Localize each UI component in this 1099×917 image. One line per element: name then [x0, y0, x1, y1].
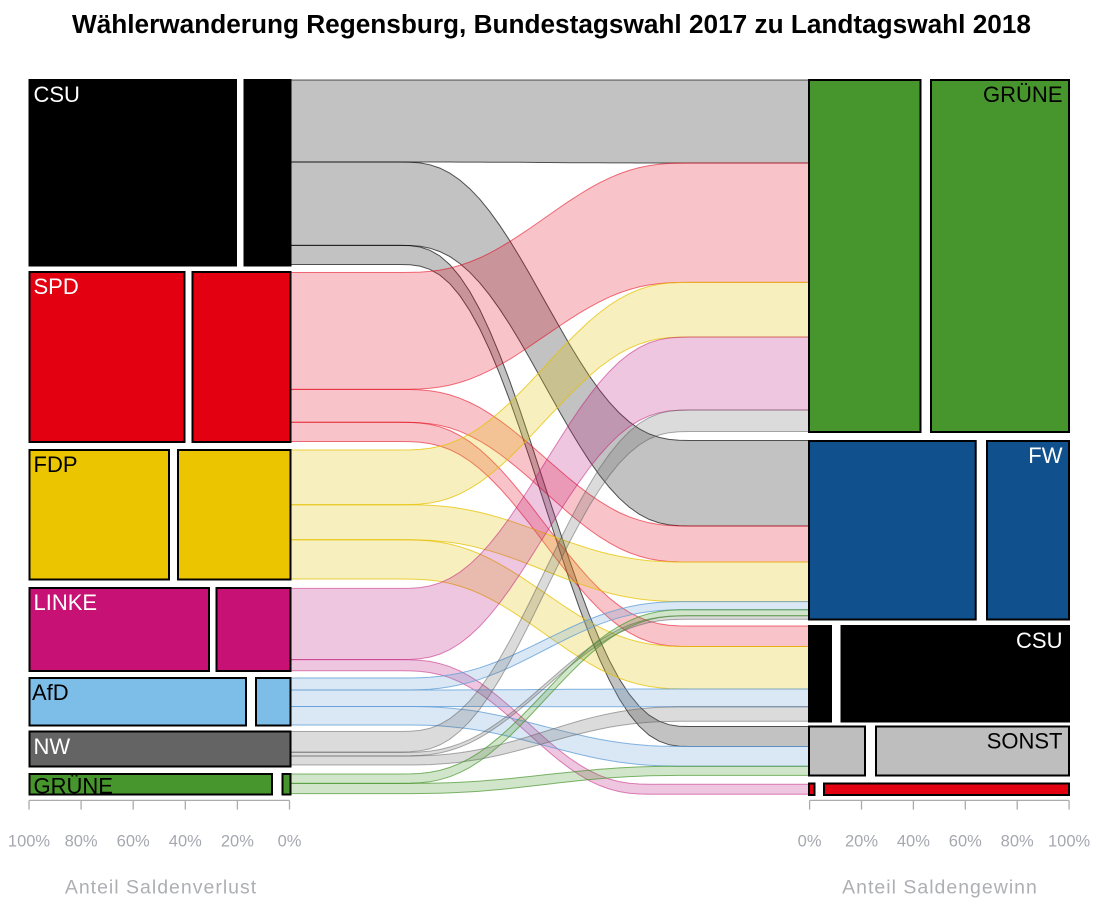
svg-text:40%: 40% — [169, 833, 202, 851]
svg-text:40%: 40% — [897, 833, 930, 851]
svg-text:FDP: FDP — [34, 452, 78, 477]
svg-text:100%: 100% — [1048, 833, 1091, 851]
svg-text:20%: 20% — [845, 833, 878, 851]
svg-text:LINKE: LINKE — [34, 590, 98, 615]
svg-text:80%: 80% — [1001, 833, 1034, 851]
svg-text:GRÜNE: GRÜNE — [983, 82, 1062, 107]
svg-text:Anteil Saldengewinn: Anteil Saldengewinn — [842, 877, 1038, 899]
svg-text:NW: NW — [34, 734, 71, 759]
svg-text:60%: 60% — [949, 833, 982, 851]
svg-text:CSU: CSU — [34, 82, 80, 107]
svg-text:GRÜNE: GRÜNE — [34, 773, 113, 798]
svg-text:SPD: SPD — [34, 274, 79, 299]
svg-text:Anteil Saldenverlust: Anteil Saldenverlust — [65, 877, 257, 899]
svg-text:100%: 100% — [8, 833, 51, 851]
svg-text:20%: 20% — [221, 833, 254, 851]
svg-text:SONST: SONST — [987, 729, 1063, 754]
svg-text:CSU: CSU — [1016, 628, 1062, 653]
svg-text:FW: FW — [1028, 443, 1062, 468]
svg-text:AfD: AfD — [32, 680, 69, 705]
svg-text:0%: 0% — [278, 833, 302, 851]
svg-text:80%: 80% — [65, 833, 98, 851]
svg-text:0%: 0% — [798, 833, 822, 851]
svg-text:Wählerwanderung Regensburg, Bu: Wählerwanderung Regensburg, Bundestagswa… — [72, 9, 1031, 39]
svg-text:60%: 60% — [117, 833, 150, 851]
